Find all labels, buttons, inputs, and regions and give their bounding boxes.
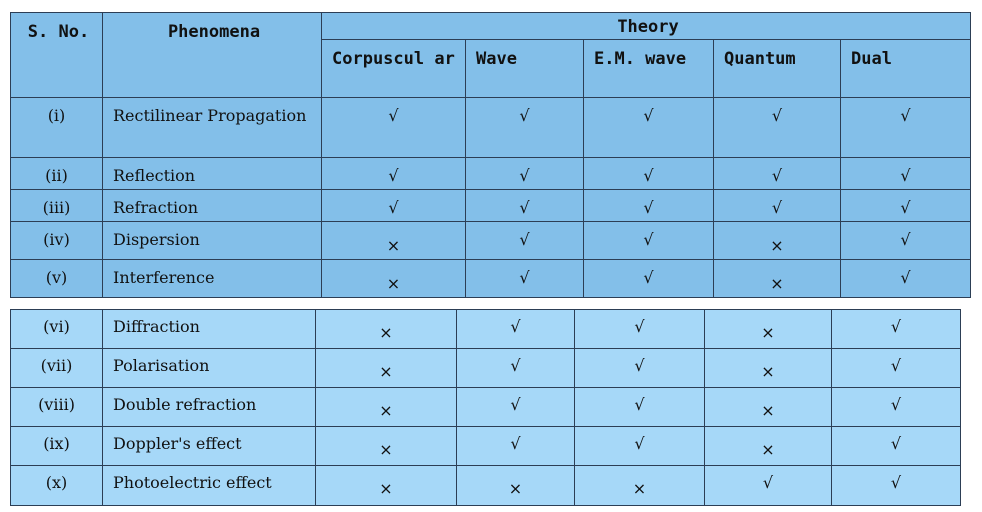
- check-mark: √: [713, 97, 841, 158]
- check-mark: √: [583, 259, 714, 298]
- check-mark: √: [465, 259, 584, 298]
- check-mark: √: [831, 426, 961, 466]
- phenomenon-name: Diffraction: [102, 309, 316, 349]
- phenomenon-name: Interference: [102, 259, 322, 298]
- cross-mark: ×: [574, 465, 705, 506]
- header-theory: Theory: [320, 12, 972, 40]
- check-mark: √: [321, 189, 466, 222]
- table-row: (v) Interference × √ √ × √: [10, 259, 972, 298]
- serial-number: (ix): [10, 426, 103, 466]
- theory-table-upper: S. No. Phenomena Theory Corpuscul ar Wav…: [10, 12, 972, 298]
- cross-mark: ×: [321, 221, 466, 260]
- table-row: (ii) Reflection √ √ √ √ √: [10, 157, 972, 190]
- check-mark: √: [713, 189, 841, 222]
- header-phenomena: Phenomena: [102, 12, 322, 98]
- phenomenon-name: Polarisation: [102, 348, 316, 388]
- header-em-wave: E.M. wave: [583, 39, 714, 98]
- check-mark: √: [831, 309, 961, 349]
- check-mark: √: [839, 157, 972, 190]
- check-mark: √: [583, 97, 714, 158]
- check-mark: √: [574, 309, 705, 349]
- table-row: (i) Rectilinear Propagation √ √ √ √ √: [10, 97, 972, 158]
- phenomenon-name: Doppler's effect: [102, 426, 316, 466]
- cross-mark: ×: [713, 221, 841, 260]
- check-mark: √: [839, 97, 972, 158]
- table-row: (vi) Diffraction × √ √ × √: [10, 309, 961, 349]
- check-mark: √: [574, 387, 705, 427]
- serial-number: (ii): [10, 157, 103, 190]
- serial-number: (iii): [10, 189, 103, 222]
- check-mark: √: [713, 157, 841, 190]
- check-mark: √: [465, 97, 584, 158]
- check-mark: √: [831, 387, 961, 427]
- cross-mark: ×: [321, 259, 466, 298]
- check-mark: √: [583, 189, 714, 222]
- cross-mark: ×: [704, 348, 832, 388]
- check-mark: √: [456, 309, 575, 349]
- phenomenon-name: Dispersion: [102, 221, 322, 260]
- serial-number: (viii): [10, 387, 103, 427]
- check-mark: √: [583, 221, 714, 260]
- header-wave: Wave: [465, 39, 584, 98]
- check-mark: √: [704, 465, 832, 506]
- check-mark: √: [839, 221, 972, 260]
- check-mark: √: [839, 189, 972, 222]
- cross-mark: ×: [704, 387, 832, 427]
- serial-number: (vii): [10, 348, 103, 388]
- check-mark: √: [465, 157, 584, 190]
- serial-number: (x): [10, 465, 103, 506]
- phenomenon-name: Double refraction: [102, 387, 316, 427]
- check-mark: √: [583, 157, 714, 190]
- check-mark: √: [831, 348, 961, 388]
- check-mark: √: [465, 221, 584, 260]
- upper-table-body: (i) Rectilinear Propagation √ √ √ √ √ (ii) Refle…: [10, 97, 972, 298]
- table-row: (ix) Doppler's effect × √ √ × √: [10, 426, 961, 466]
- table-row: (iv) Dispersion × √ √ × √: [10, 221, 972, 260]
- cross-mark: ×: [315, 387, 457, 427]
- lower-table-body: (vi) Diffraction × √ √ × √ (vii) Polarisation × √ √…: [10, 309, 961, 506]
- check-mark: √: [456, 426, 575, 466]
- theory-table-lower: (vi) Diffraction × √ √ × √ (vii) Polarisation × √ √…: [10, 309, 961, 506]
- phenomenon-name: Reflection: [102, 157, 322, 190]
- phenomenon-name: Refraction: [102, 189, 322, 222]
- cross-mark: ×: [315, 465, 457, 506]
- table-row: (viii) Double refraction × √ √ × √: [10, 387, 961, 427]
- cross-mark: ×: [315, 309, 457, 349]
- check-mark: √: [465, 189, 584, 222]
- check-mark: √: [831, 465, 961, 506]
- phenomenon-name: Photoelectric effect: [102, 465, 316, 506]
- cross-mark: ×: [704, 309, 832, 349]
- check-mark: √: [321, 157, 466, 190]
- cross-mark: ×: [315, 426, 457, 466]
- check-mark: √: [456, 348, 575, 388]
- serial-number: (v): [10, 259, 103, 298]
- table-divider: [10, 303, 970, 309]
- cross-mark: ×: [704, 426, 832, 466]
- check-mark: √: [574, 348, 705, 388]
- serial-number: (i): [10, 97, 103, 158]
- phenomenon-name: Rectilinear Propagation: [102, 97, 322, 158]
- serial-number: (iv): [10, 221, 103, 260]
- cross-mark: ×: [456, 465, 575, 506]
- table-row: (vii) Polarisation × √ √ × √: [10, 348, 961, 388]
- check-mark: √: [321, 97, 466, 158]
- table-row: (x) Photoelectric effect × × × √ √: [10, 465, 961, 506]
- table-row: (iii) Refraction √ √ √ √ √: [10, 189, 972, 222]
- header-corpuscular: Corpuscul ar: [321, 39, 466, 98]
- cross-mark: ×: [713, 259, 841, 298]
- cross-mark: ×: [315, 348, 457, 388]
- check-mark: √: [574, 426, 705, 466]
- check-mark: √: [456, 387, 575, 427]
- header-quantum: Quantum: [713, 39, 841, 98]
- serial-number: (vi): [10, 309, 103, 349]
- check-mark: √: [839, 259, 972, 298]
- header-sno: S. No.: [10, 12, 103, 98]
- header-dual: Dual: [839, 39, 972, 98]
